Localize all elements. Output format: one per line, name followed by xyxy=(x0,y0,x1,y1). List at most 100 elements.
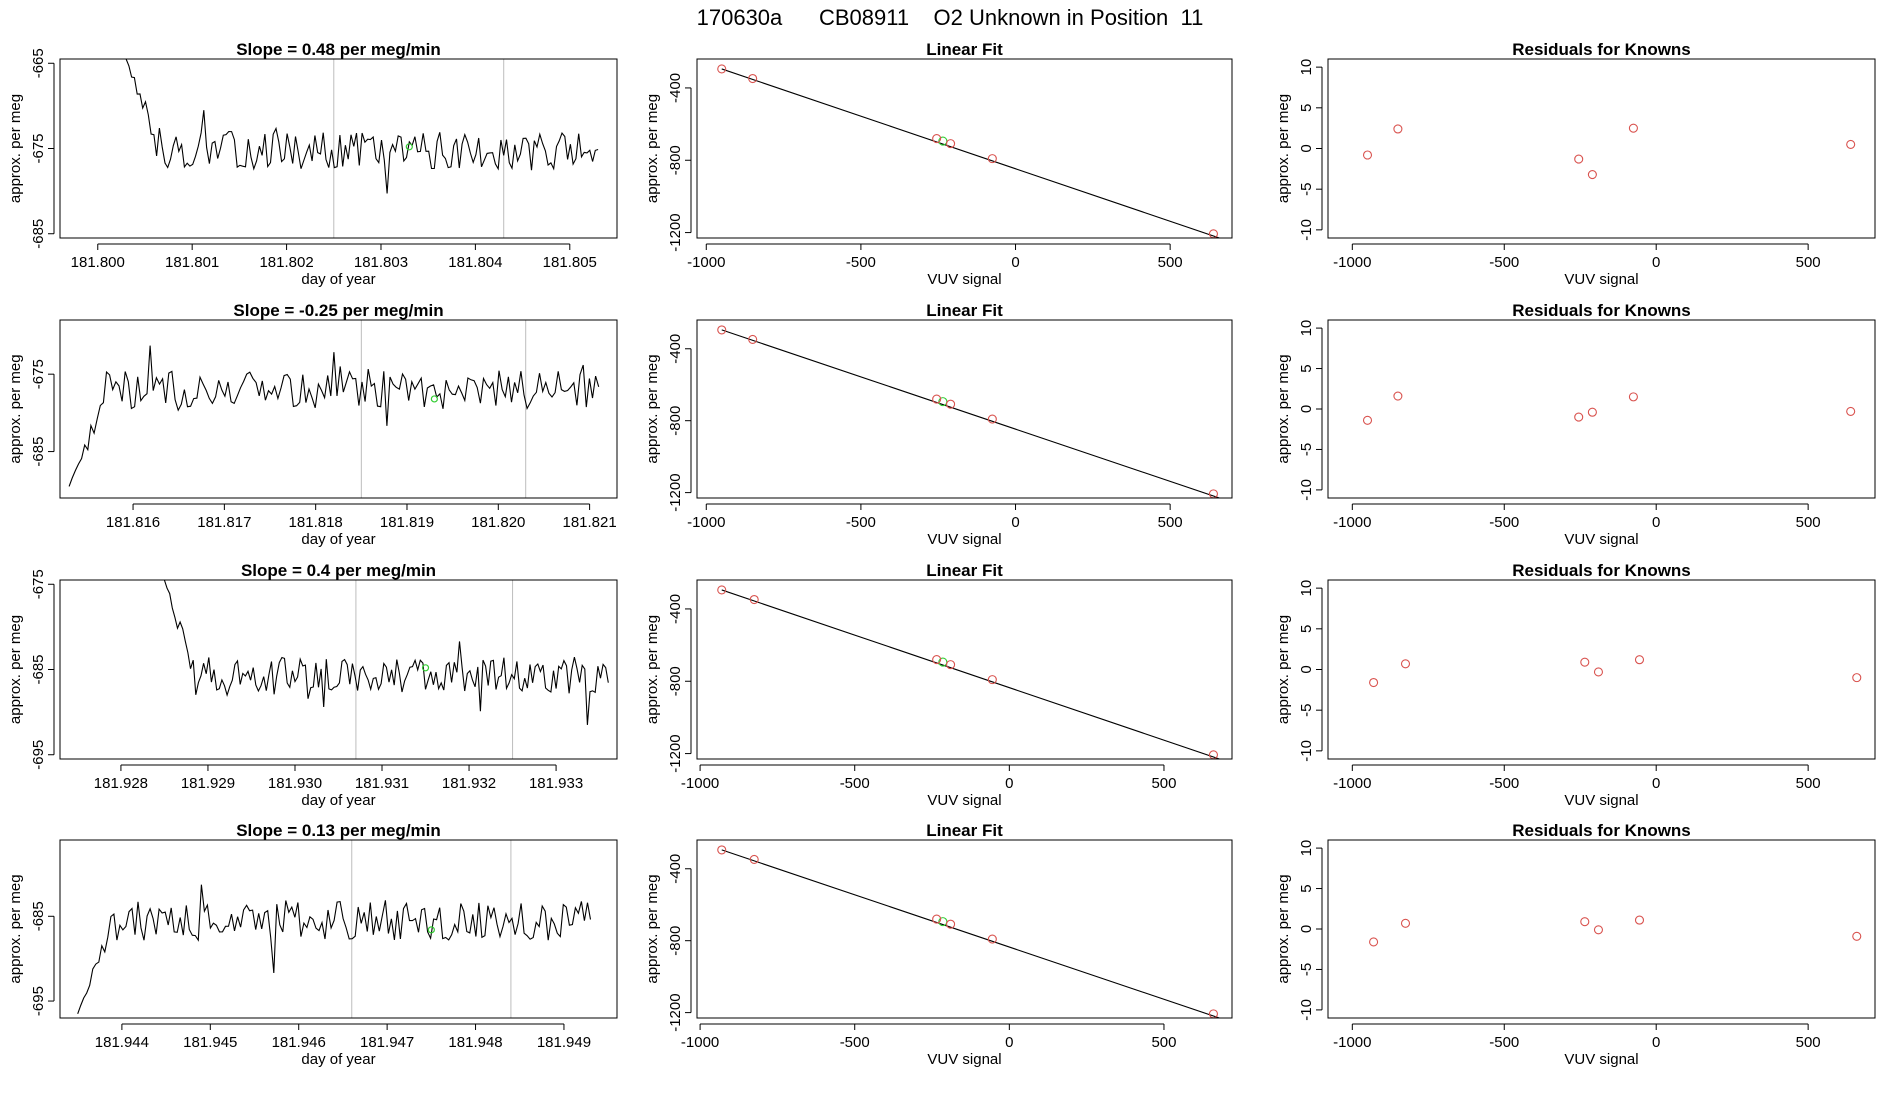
x-tick-label: 0 xyxy=(1005,775,1013,792)
page-title: 170630a CB08911 O2 Unknown in Position 1… xyxy=(696,5,1204,30)
panel-title: Linear Fit xyxy=(926,40,1003,59)
x-tick-label: -1000 xyxy=(681,775,719,792)
x-tick-label: 181.932 xyxy=(442,775,496,792)
x-tick-label: -1000 xyxy=(687,514,725,531)
y-tick-label: -800 xyxy=(667,145,684,175)
x-tick-label: 0 xyxy=(1652,775,1660,792)
x-tick-label: 181.801 xyxy=(165,254,219,271)
known-point xyxy=(932,394,942,404)
x-tick-label: 500 xyxy=(1796,1034,1821,1051)
known-point xyxy=(1846,139,1856,149)
known-point xyxy=(1208,1009,1218,1019)
panel-1: Slope = 0.48 per meg/min 181.800 181.801 18… xyxy=(7,40,618,288)
panel-8: Linear Fit -1000 -500 0 500 VUV signal -400 -80… xyxy=(644,561,1233,809)
known-point xyxy=(1587,407,1597,417)
y-tick-label: -400 xyxy=(667,594,684,624)
known-point xyxy=(1628,123,1638,133)
y-tick-label: -1200 xyxy=(667,993,684,1031)
y-tick-label: 5 xyxy=(1298,625,1315,633)
plot-frame xyxy=(1327,319,1876,499)
y-tick-label: -695 xyxy=(30,740,47,770)
x-axis-label: day of year xyxy=(301,531,375,548)
y-tick-label: 10 xyxy=(1298,59,1315,76)
x-axis-label: VUV signal xyxy=(1564,531,1638,548)
y-tick-label: -400 xyxy=(667,854,684,884)
known-point xyxy=(1393,124,1403,134)
y-tick-label: -400 xyxy=(667,73,684,103)
plot-frame xyxy=(696,579,1233,760)
x-tick-label: -500 xyxy=(1489,775,1519,792)
x-tick-label: 0 xyxy=(1652,1034,1660,1051)
known-point xyxy=(932,655,942,665)
known-point xyxy=(1393,391,1403,401)
known-point xyxy=(1634,655,1645,665)
y-tick-label: 10 xyxy=(1298,840,1315,857)
known-point xyxy=(748,334,758,344)
x-tick-label: 181.800 xyxy=(71,254,125,271)
known-point xyxy=(1628,392,1638,402)
panel-5: Linear Fit -1000 -500 0 500 VUV signal -400 -80… xyxy=(644,301,1233,548)
y-axis-label: approx. per meg xyxy=(644,354,661,463)
y-tick-label: 10 xyxy=(1298,580,1315,597)
plot-frame xyxy=(1327,579,1876,760)
series-trace xyxy=(77,884,592,1014)
x-tick-label: 181.933 xyxy=(529,775,583,792)
panel-7: Slope = 0.4 per meg/min 181.928 181.929 181… xyxy=(7,561,618,809)
y-axis-label: approx. per meg xyxy=(7,874,24,983)
known-point xyxy=(1593,925,1604,935)
known-point xyxy=(946,919,956,929)
known-point xyxy=(1400,918,1411,928)
known-point xyxy=(1852,931,1862,941)
known-point xyxy=(717,845,727,855)
y-tick-label: -10 xyxy=(1298,479,1315,501)
y-axis-label: approx. per meg xyxy=(1275,874,1292,983)
known-point xyxy=(946,399,956,409)
panel-title: Residuals for Knowns xyxy=(1512,301,1691,320)
y-tick-label: -685 xyxy=(30,901,47,931)
y-tick-label: -685 xyxy=(30,437,47,467)
x-tick-label: -1000 xyxy=(687,254,725,271)
panel-11: Linear Fit -1000 -500 0 500 VUV signal -400 -80… xyxy=(644,821,1233,1068)
plot-frame xyxy=(59,319,618,499)
x-tick-label: 181.948 xyxy=(448,1034,502,1051)
known-point xyxy=(932,134,942,144)
known-point xyxy=(1362,150,1373,160)
known-point xyxy=(1593,667,1604,677)
plot-frame xyxy=(59,579,618,760)
unknown-point xyxy=(427,926,435,934)
x-tick-label: 500 xyxy=(1158,514,1183,531)
x-axis-label: VUV signal xyxy=(1564,271,1638,288)
x-tick-label: 181.804 xyxy=(448,254,502,271)
x-tick-label: 0 xyxy=(1652,514,1660,531)
panel-title: Linear Fit xyxy=(926,301,1003,320)
x-tick-label: -500 xyxy=(1489,1034,1519,1051)
x-tick-label: 181.929 xyxy=(181,775,235,792)
known-point xyxy=(717,64,727,74)
y-tick-label: -685 xyxy=(30,219,47,249)
known-point xyxy=(1208,750,1218,760)
panel-2: Linear Fit -1000 -500 0 500 VUV signal -400 -80… xyxy=(644,40,1233,288)
x-tick-label: 181.821 xyxy=(562,514,616,531)
x-tick-label: 181.930 xyxy=(268,775,322,792)
y-tick-label: -10 xyxy=(1298,740,1315,762)
panel-title: Slope = -0.25 per meg/min xyxy=(233,301,443,320)
y-axis-label: approx. per meg xyxy=(1275,615,1292,724)
series-trace xyxy=(68,345,600,487)
x-tick-label: -500 xyxy=(840,1034,870,1051)
known-point xyxy=(749,854,759,864)
y-tick-label: -685 xyxy=(30,654,47,684)
x-axis-label: VUV signal xyxy=(927,271,1001,288)
known-point xyxy=(987,934,997,944)
x-axis-label: day of year xyxy=(301,271,375,288)
x-axis-label: day of year xyxy=(301,1051,375,1068)
x-axis-label: VUV signal xyxy=(927,531,1001,548)
x-axis-label: VUV signal xyxy=(1564,792,1638,809)
x-tick-label: -500 xyxy=(1489,514,1519,531)
x-tick-label: 181.947 xyxy=(360,1034,414,1051)
panel-title: Residuals for Knowns xyxy=(1512,821,1691,840)
y-tick-label: -675 xyxy=(30,569,47,599)
known-point xyxy=(749,594,759,605)
y-tick-label: -5 xyxy=(1298,963,1315,976)
known-point xyxy=(987,675,997,685)
y-tick-label: 10 xyxy=(1298,320,1315,337)
